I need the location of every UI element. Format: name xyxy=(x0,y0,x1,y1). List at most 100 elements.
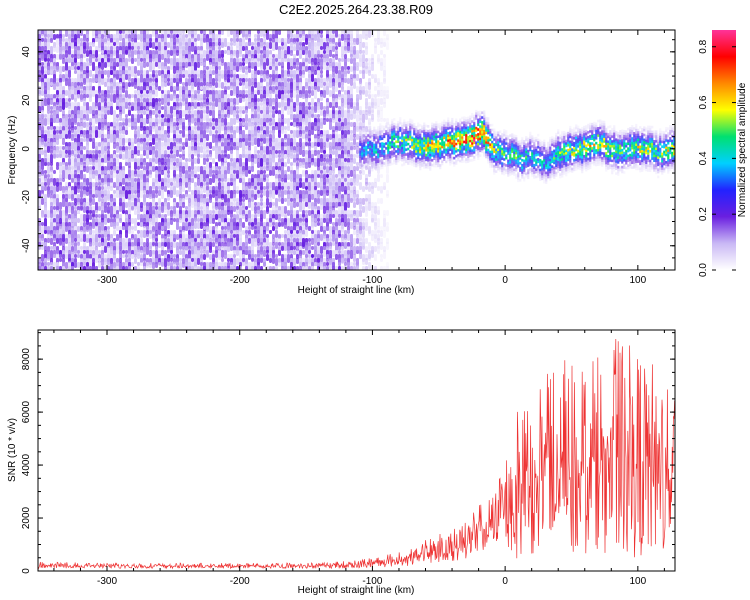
noise-cell xyxy=(140,142,143,146)
noise-cell xyxy=(59,130,62,134)
noise-cell xyxy=(332,214,335,218)
noise-cell xyxy=(116,154,119,158)
noise-cell xyxy=(137,150,140,156)
noise-cell xyxy=(53,138,56,143)
noise-cell xyxy=(38,198,41,207)
noise-cell xyxy=(152,42,155,49)
noise-cell xyxy=(125,266,128,270)
noise-cell xyxy=(89,94,92,102)
noise-cell xyxy=(272,162,275,166)
noise-cell xyxy=(53,82,56,90)
noise-cell xyxy=(335,154,338,158)
noise-cell xyxy=(134,258,137,264)
noise-cell xyxy=(83,234,86,242)
noise-cell xyxy=(176,118,179,122)
noise-cell xyxy=(104,82,107,87)
noise-cell xyxy=(212,170,215,174)
noise-cell xyxy=(206,166,209,170)
noise-cell xyxy=(38,266,41,270)
noise-cell xyxy=(62,238,65,247)
noise-cell xyxy=(218,190,221,199)
noise-cell xyxy=(122,254,125,258)
noise-cell xyxy=(230,230,233,234)
noise-cell xyxy=(146,134,149,138)
noise-cell xyxy=(239,114,242,118)
noise-cell xyxy=(332,222,335,226)
noise-cell xyxy=(308,262,311,266)
noise-cell xyxy=(332,250,335,257)
noise-cell xyxy=(62,138,65,145)
noise-cell xyxy=(320,54,323,58)
noise-cell xyxy=(59,210,62,219)
noise-cell xyxy=(137,174,140,178)
noise-cell xyxy=(155,174,158,178)
noise-cell xyxy=(155,214,158,223)
noise-cell xyxy=(197,234,200,239)
noise-cell xyxy=(62,178,65,182)
noise-cell xyxy=(167,174,170,178)
noise-cell xyxy=(254,186,257,190)
noise-cell xyxy=(41,166,44,170)
noise-cell xyxy=(269,42,272,49)
noise-cell xyxy=(335,162,338,168)
noise-cell xyxy=(260,198,263,202)
noise-cell xyxy=(170,138,173,142)
noise-cell xyxy=(47,162,50,166)
noise-cell xyxy=(95,174,98,182)
noise-cell xyxy=(80,38,83,42)
noise-cell xyxy=(299,182,302,188)
noise-cell xyxy=(101,178,104,183)
noise-cell xyxy=(260,98,263,102)
noise-cell xyxy=(203,202,206,211)
noise-cell xyxy=(173,66,176,74)
noise-cell xyxy=(158,174,161,182)
noise-cell xyxy=(197,222,200,229)
noise-cell xyxy=(110,38,113,43)
noise-cell xyxy=(296,130,299,138)
noise-cell xyxy=(101,222,104,231)
noise-cell xyxy=(119,134,122,139)
noise-cell xyxy=(137,46,140,50)
noise-cell xyxy=(110,222,113,227)
noise-cell xyxy=(107,186,110,190)
noise-cell xyxy=(281,198,284,204)
noise-cell xyxy=(161,226,164,230)
noise-cell xyxy=(326,238,329,242)
noise-cell xyxy=(194,266,197,270)
noise-cell xyxy=(149,42,152,48)
noise-cell xyxy=(137,70,140,76)
noise-cell xyxy=(164,78,167,82)
noise-cell xyxy=(179,78,182,84)
noise-cell xyxy=(218,126,221,134)
noise-cell xyxy=(206,134,209,141)
noise-cell xyxy=(329,218,332,224)
noise-cell xyxy=(86,50,89,57)
noise-cell xyxy=(134,58,137,62)
noise-cell xyxy=(341,186,344,192)
noise-cell xyxy=(41,118,44,126)
noise-cell xyxy=(50,38,53,43)
noise-cell xyxy=(335,66,338,74)
noise-cell xyxy=(86,78,89,83)
noise-cell xyxy=(98,66,101,70)
noise-cell xyxy=(125,138,128,143)
noise-cell xyxy=(134,266,137,270)
noise-cell xyxy=(242,198,245,202)
noise-cell xyxy=(176,126,179,131)
noise-cell xyxy=(227,30,230,37)
noise-cell xyxy=(188,230,191,235)
noise-cell xyxy=(197,142,200,146)
noise-cell xyxy=(104,170,107,174)
noise-cell xyxy=(44,262,47,266)
noise-cell xyxy=(107,94,110,99)
noise-cell xyxy=(101,258,104,266)
noise-cell xyxy=(149,166,152,171)
noise-cell xyxy=(98,94,101,99)
noise-cell xyxy=(47,174,50,178)
noise-cell xyxy=(65,126,68,131)
noise-cell xyxy=(263,246,266,250)
noise-cell xyxy=(41,90,44,96)
noise-cell xyxy=(314,222,317,227)
noise-cell xyxy=(287,218,290,227)
noise-cell xyxy=(131,106,134,111)
